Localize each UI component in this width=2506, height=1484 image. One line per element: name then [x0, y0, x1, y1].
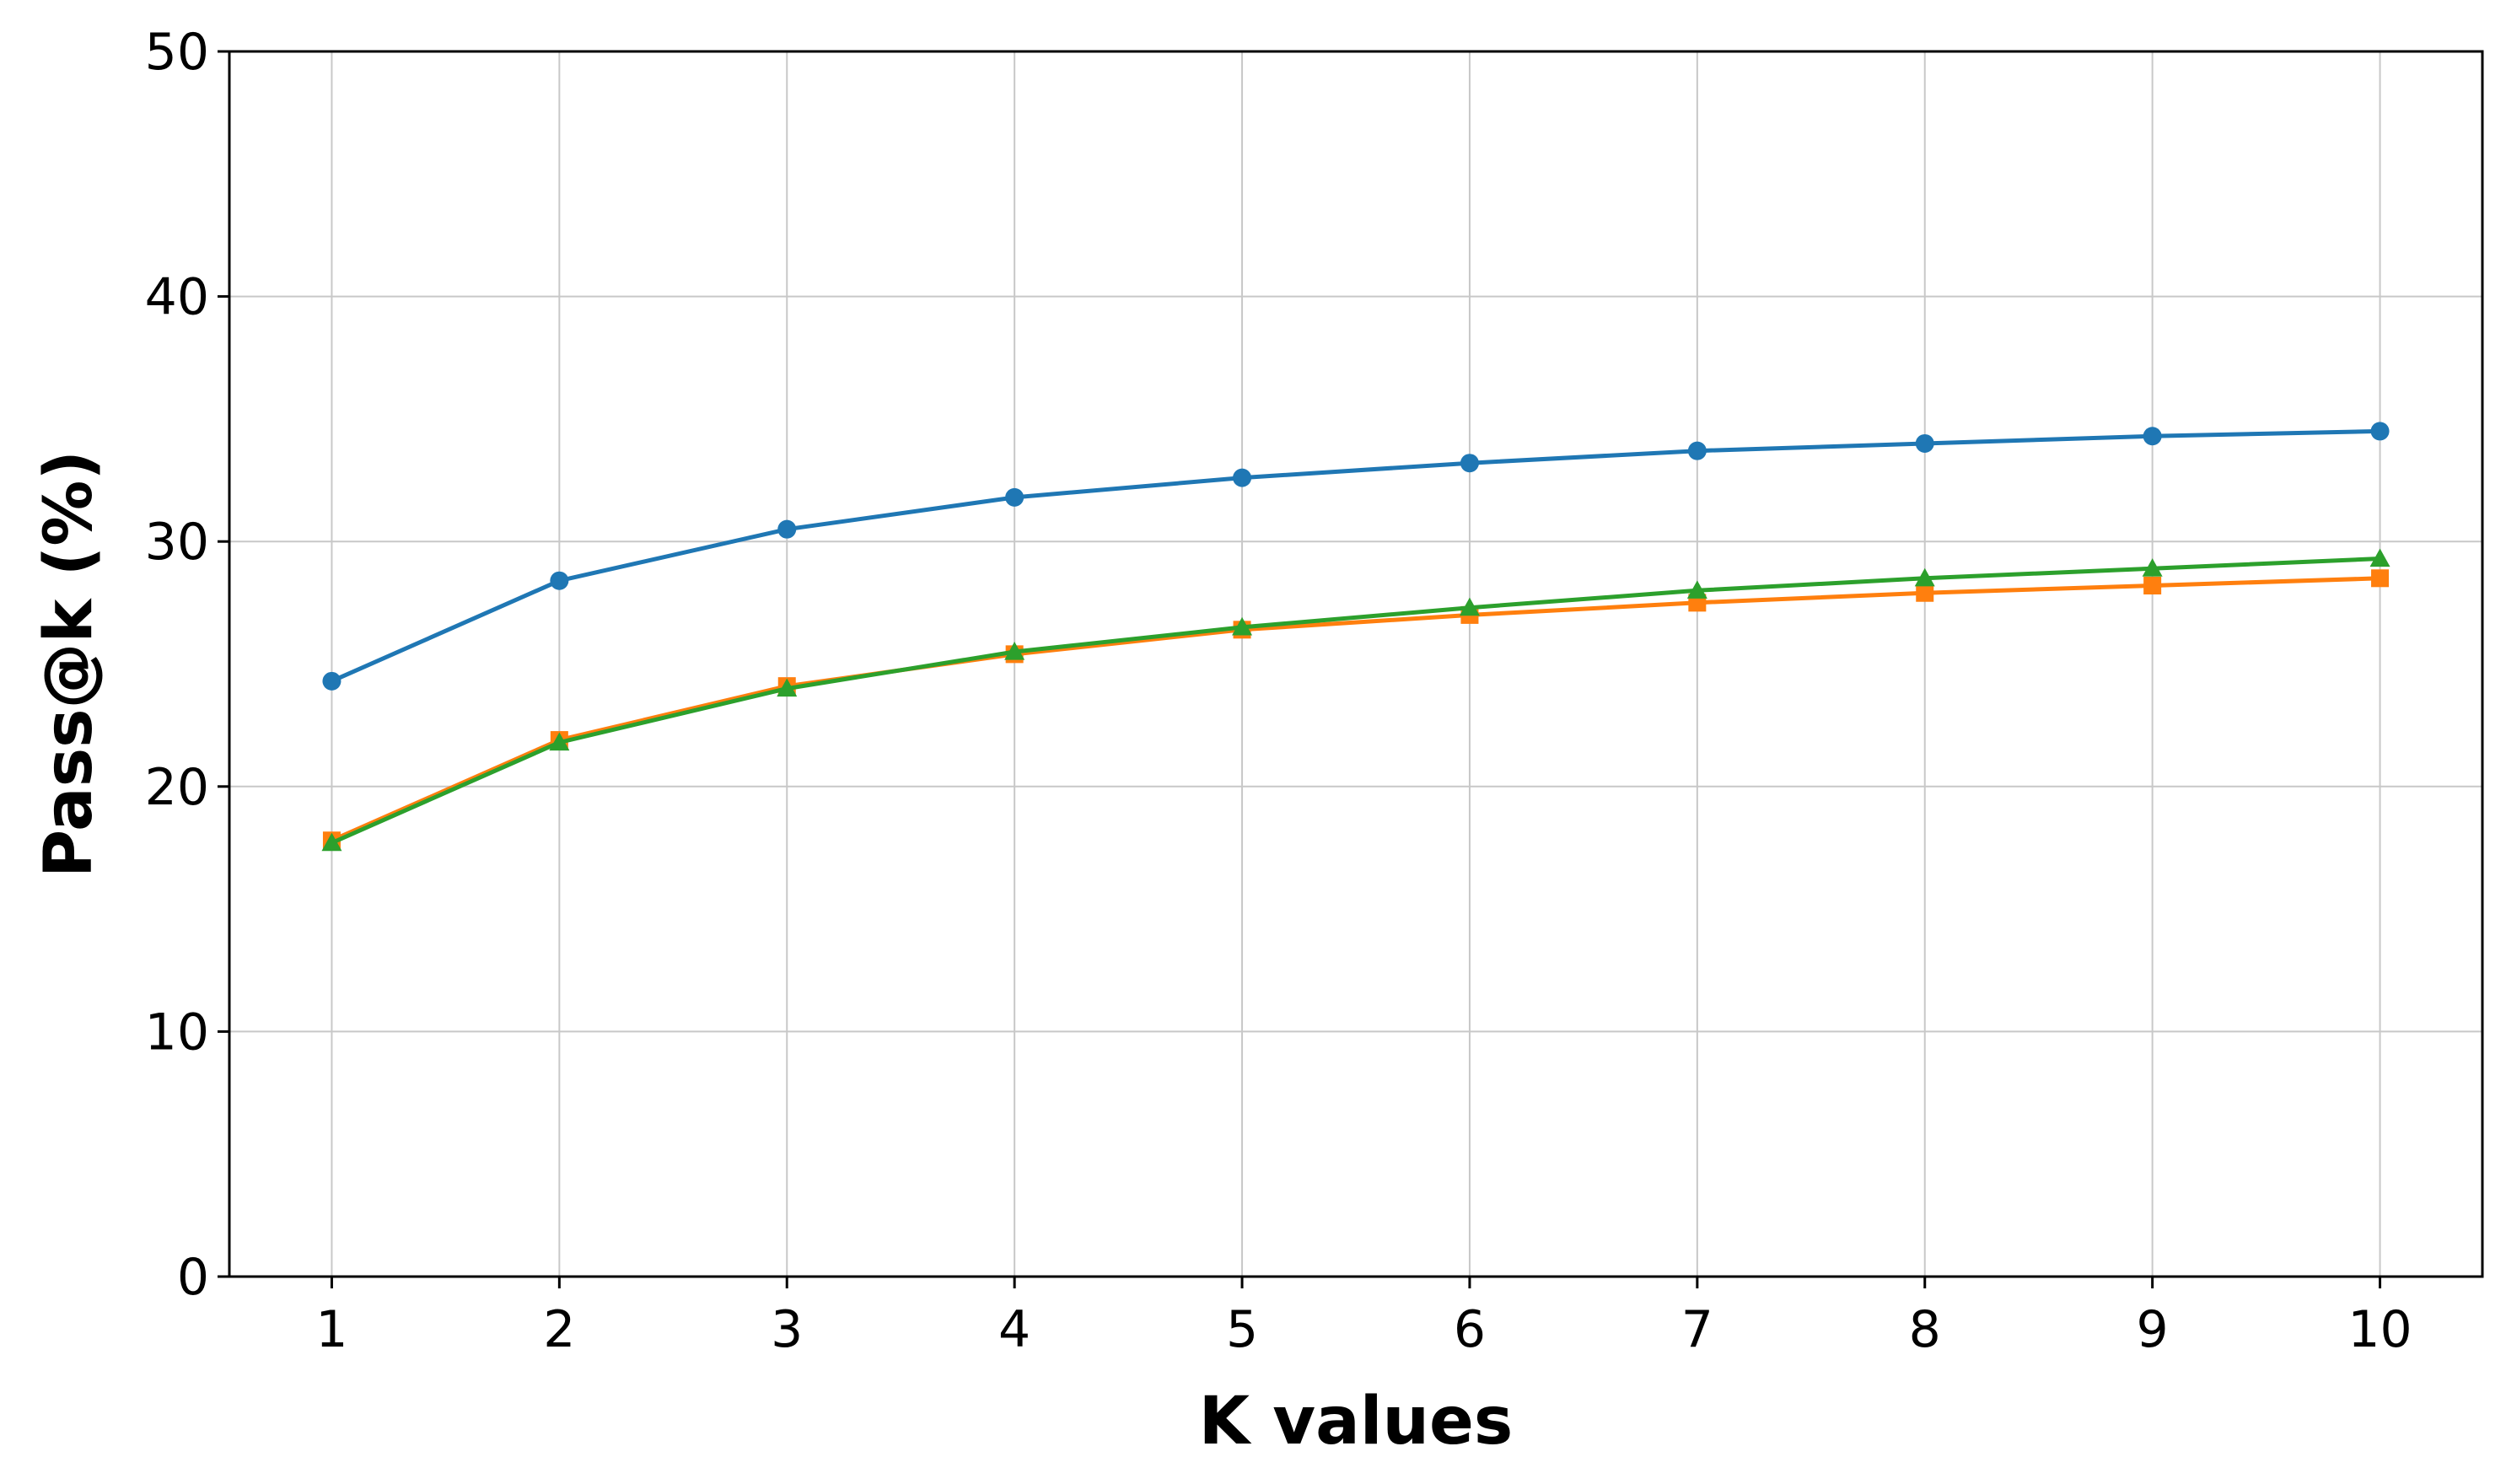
data-point [1686, 580, 1707, 599]
x-tick-label: 10 [2347, 1300, 2412, 1359]
y-tick-label: 50 [145, 23, 209, 82]
y-axis-label: Pass@k (%) [31, 450, 107, 878]
x-tick-label: 9 [2137, 1300, 2169, 1359]
x-axis-label: K values [1199, 1384, 1514, 1460]
x-tick-label: 8 [1909, 1300, 1941, 1359]
data-point [1915, 433, 1934, 453]
data-point [2370, 422, 2390, 441]
data-point [1916, 583, 1934, 602]
data-point [2143, 427, 2162, 446]
data-point [321, 832, 342, 852]
y-tick-label: 0 [177, 1248, 209, 1307]
data-point [2143, 577, 2162, 595]
series-2 [322, 569, 2390, 850]
data-point [777, 678, 798, 697]
series-line [330, 576, 2382, 843]
data-point [1233, 468, 1252, 487]
data-point [1005, 487, 1024, 507]
data-point [1004, 641, 1025, 660]
x-tick-label: 5 [1226, 1300, 1258, 1359]
data-point [1232, 616, 1253, 636]
data-point [777, 519, 797, 539]
data-point [1687, 441, 1707, 460]
data-point [550, 571, 569, 590]
series-3 [321, 548, 2390, 852]
y-tick-label: 10 [145, 1003, 209, 1062]
x-tick-label: 4 [998, 1300, 1030, 1359]
y-tick-label: 20 [145, 758, 209, 817]
data-point [549, 732, 570, 751]
data-point [2369, 548, 2390, 567]
series-line [330, 556, 2382, 846]
x-axis: 1 2 3 4 5 6 7 8 9 10 [315, 1277, 2412, 1359]
y-axis: 0 10 20 30 40 50 [145, 23, 229, 1307]
data-point [1460, 454, 1479, 473]
y-tick-label: 40 [145, 268, 209, 327]
plot-frame [228, 50, 2484, 1278]
x-tick-label: 2 [543, 1300, 575, 1359]
data-point [322, 671, 341, 691]
x-tick-label: 6 [1454, 1300, 1486, 1359]
grid [229, 51, 2482, 1277]
series-group [321, 422, 2390, 852]
x-tick-label: 7 [1681, 1300, 1713, 1359]
data-point [2142, 558, 2163, 577]
x-tick-label: 1 [315, 1300, 347, 1359]
data-point [1914, 567, 1935, 587]
series-line [330, 428, 2382, 684]
data-point [2371, 569, 2390, 588]
x-tick-label: 3 [771, 1300, 803, 1359]
data-point [1459, 597, 1480, 616]
series-1 [322, 422, 2390, 691]
y-tick-label: 30 [145, 513, 209, 572]
